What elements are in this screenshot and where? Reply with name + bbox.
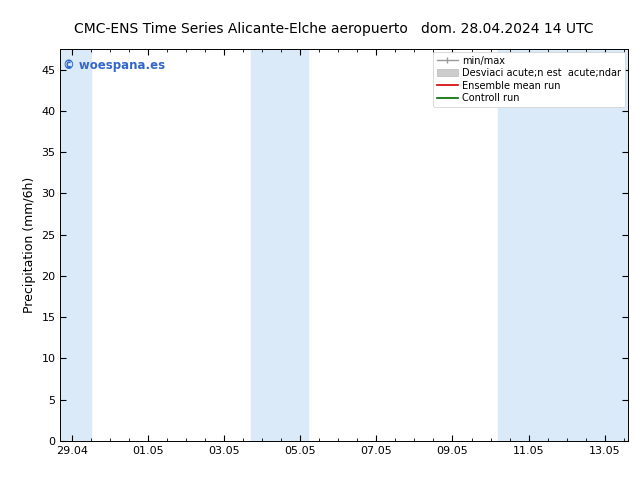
Text: CMC-ENS Time Series Alicante-Elche aeropuerto: CMC-ENS Time Series Alicante-Elche aerop… [74, 22, 408, 36]
Bar [250, 49, 307, 441]
Text: © woespana.es: © woespana.es [63, 59, 165, 72]
Bar [60, 49, 91, 441]
Bar [498, 49, 628, 441]
Y-axis label: Precipitation (mm/6h): Precipitation (mm/6h) [23, 177, 36, 313]
Text: dom. 28.04.2024 14 UTC: dom. 28.04.2024 14 UTC [421, 22, 593, 36]
Legend: min/max, Desviaci acute;n est  acute;ndar, Ensemble mean run, Controll run: min/max, Desviaci acute;n est acute;ndar… [432, 52, 624, 107]
